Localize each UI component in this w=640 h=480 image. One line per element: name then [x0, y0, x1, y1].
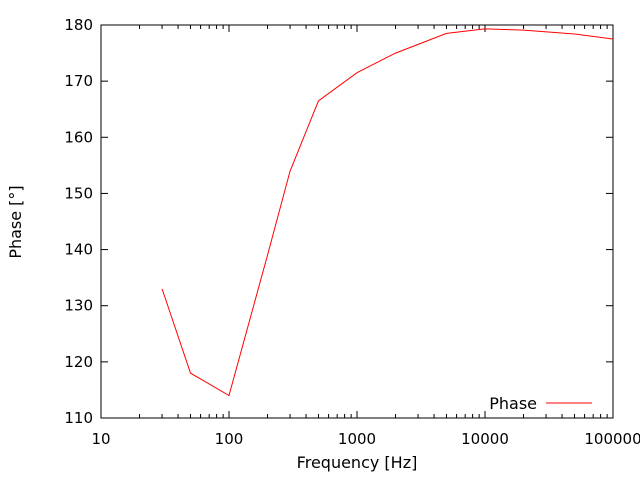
y-tick-label: 130: [64, 297, 93, 315]
y-tick-label: 170: [64, 72, 93, 90]
x-tick-label: 1000: [338, 430, 376, 448]
plot-border: [100, 24, 614, 419]
y-axis-ticks: 110 120 130 140 150 160 170 180: [64, 16, 613, 427]
x-tick-label: 100000: [584, 430, 640, 448]
legend: Phase: [489, 394, 592, 413]
y-tick-label: 120: [64, 353, 93, 371]
x-tick-label: 10: [91, 430, 110, 448]
y-tick-label: 140: [64, 241, 93, 259]
y-tick-label: 110: [64, 409, 93, 427]
x-axis-ticks: 10 100 1000 10000 100000: [91, 25, 640, 448]
x-tick-label: 100: [215, 430, 244, 448]
y-tick-label: 160: [64, 128, 93, 146]
x-tick-label: 10000: [461, 430, 509, 448]
phase-curve: [161, 28, 614, 397]
y-axis-label: Phase [°]: [6, 185, 25, 258]
x-axis-label: Frequency [Hz]: [297, 453, 418, 472]
legend-entry-label: Phase: [489, 394, 537, 413]
y-tick-label: 180: [64, 16, 93, 34]
y-tick-label: 150: [64, 184, 93, 202]
